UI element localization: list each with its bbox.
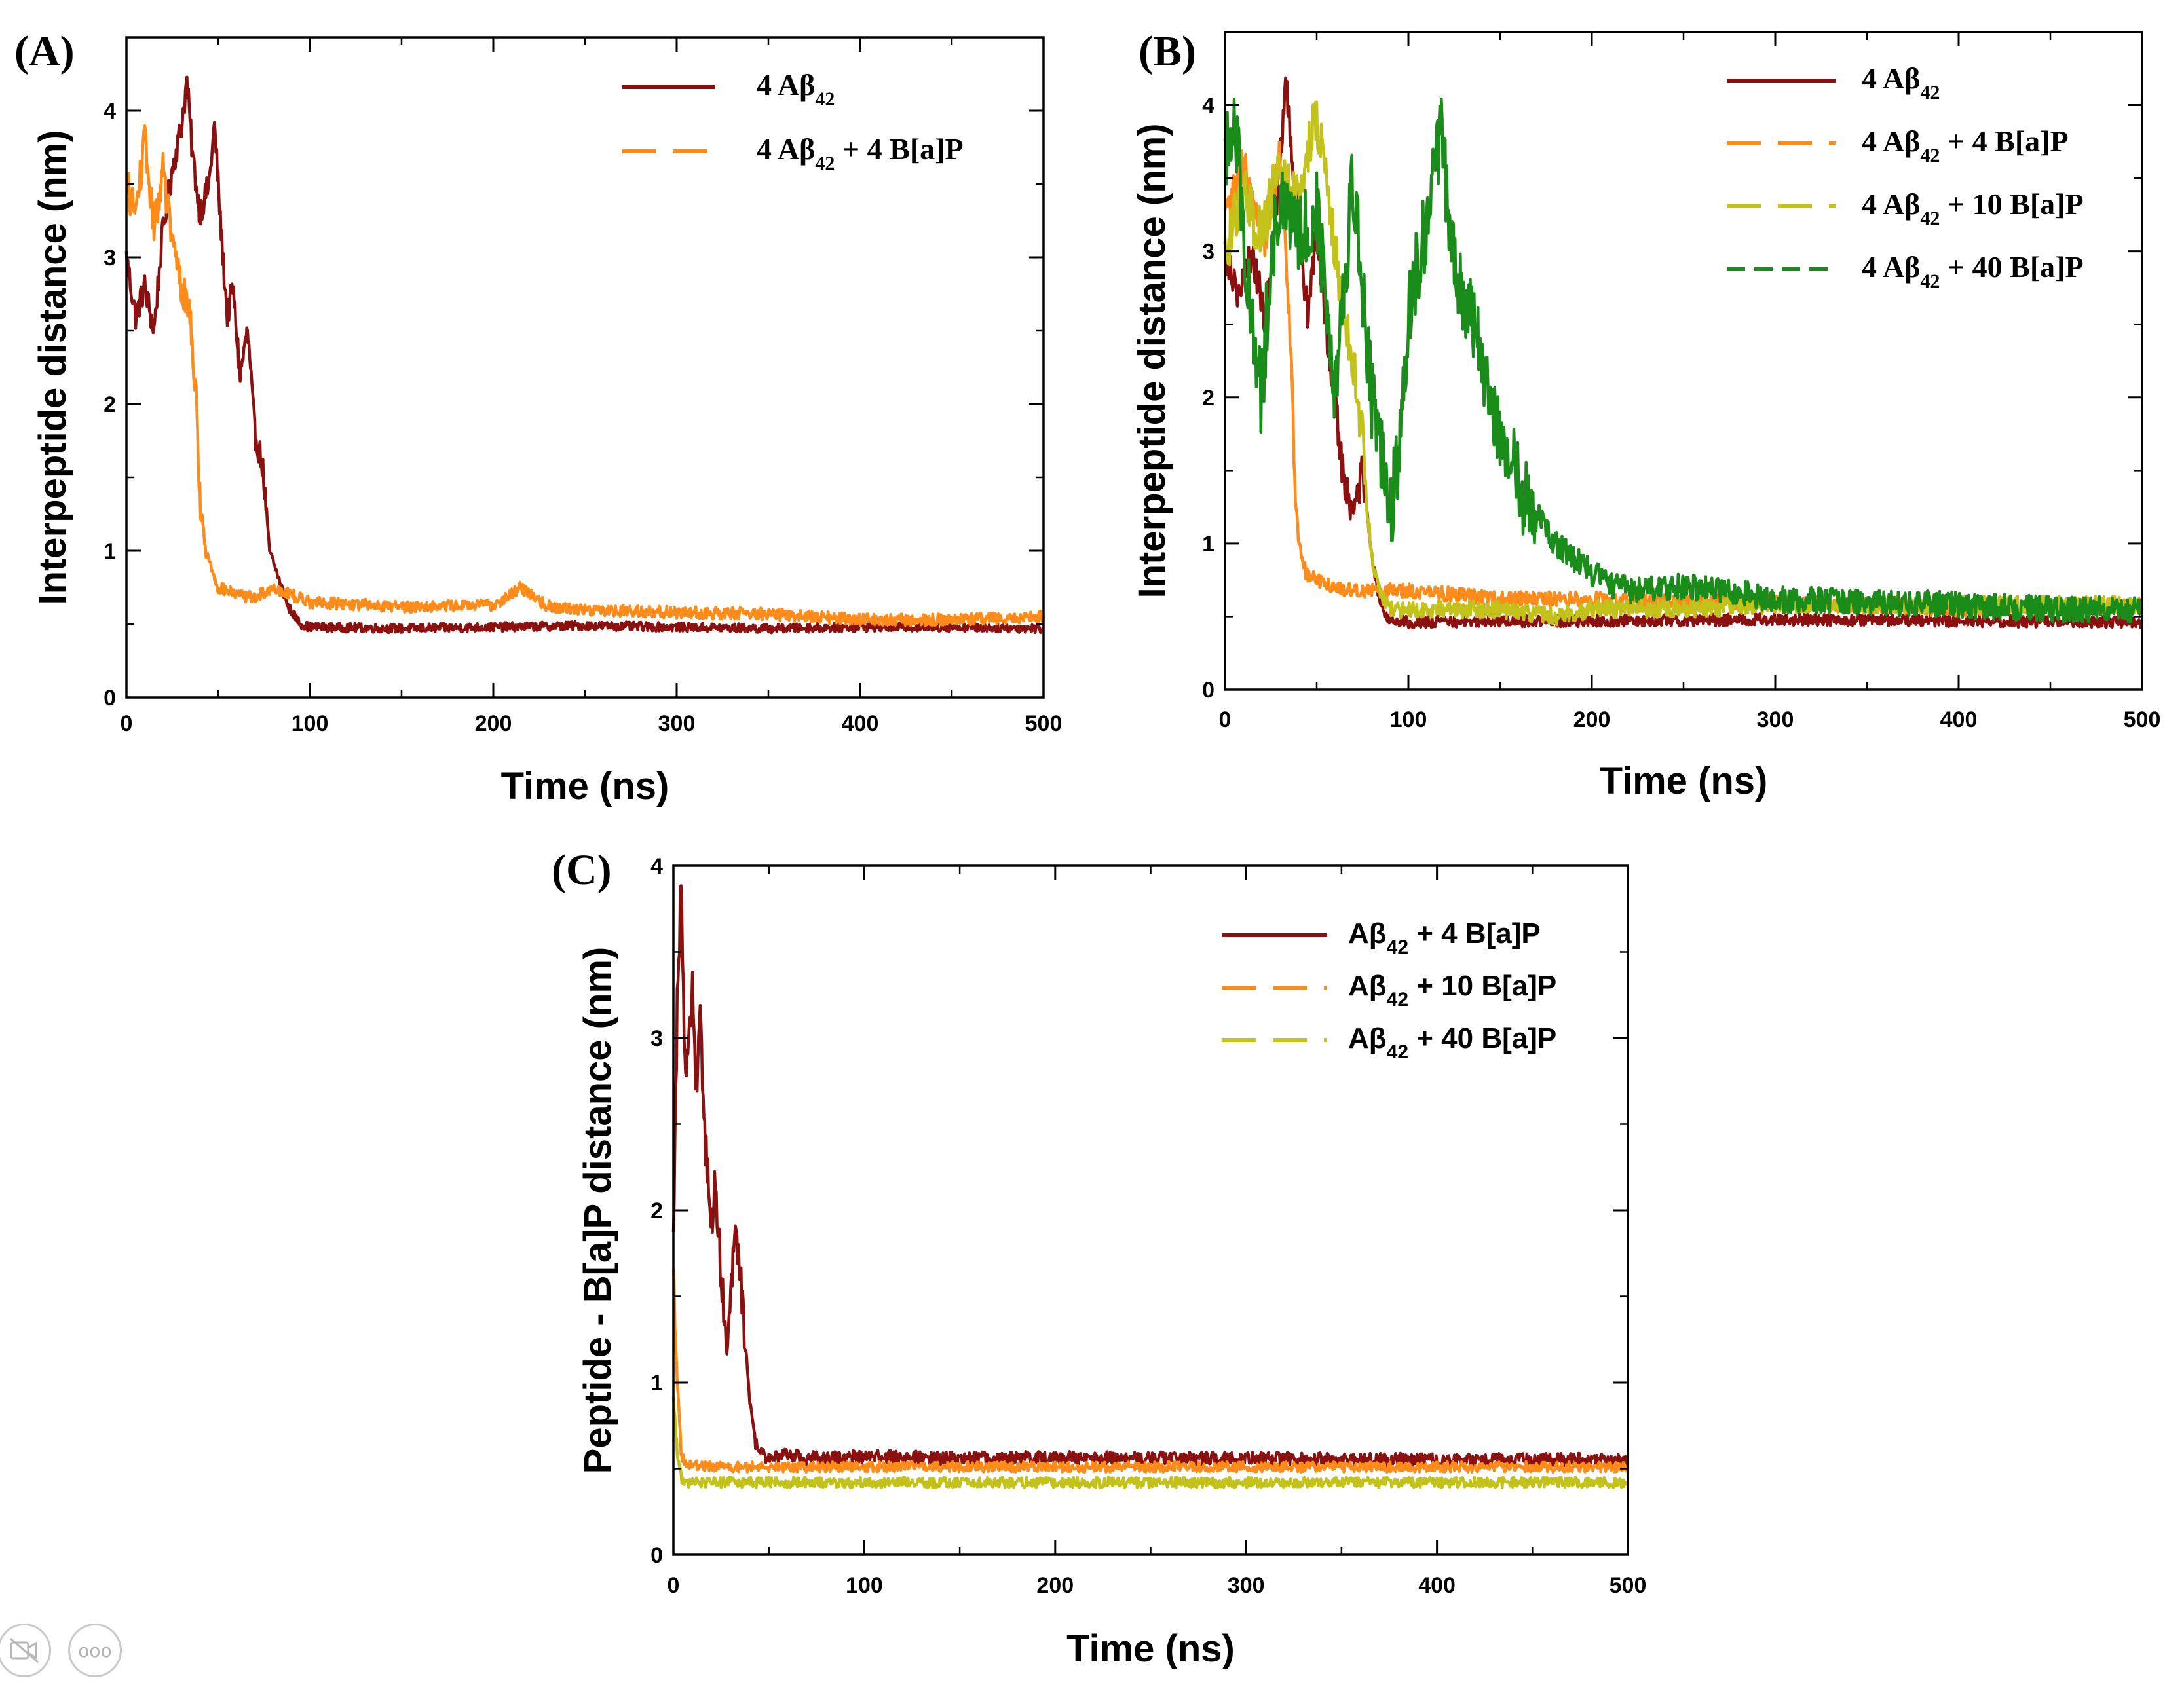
x-tick-label: 0 — [1219, 707, 1232, 732]
series-line — [671, 1269, 1630, 1474]
y-tick-label: 1 — [650, 1371, 663, 1396]
x-tick-label: 400 — [842, 711, 879, 736]
series-line — [1223, 98, 2144, 624]
y-tick-label: 3 — [1202, 240, 1214, 265]
x-tick-label: 400 — [1940, 707, 1978, 732]
panel-letter: (A) — [14, 28, 75, 75]
x-tick-label: 500 — [1025, 711, 1063, 736]
legend-label-rest: + 4 B[a]P — [835, 132, 963, 166]
legend-label-main: Aβ — [1348, 970, 1387, 1002]
y-tick-label: 2 — [650, 1198, 663, 1223]
x-tick-label: 500 — [1610, 1573, 1647, 1598]
series-line — [124, 75, 1045, 635]
y-tick-label: 1 — [1202, 532, 1214, 557]
legend-label: 4 Aβ42 + 4 B[a]P — [757, 132, 964, 174]
y-tick-label: 0 — [104, 686, 116, 711]
legend-label: 4 Aβ42 — [757, 68, 835, 110]
video-off-glyph — [10, 1637, 39, 1663]
x-tick-label: 100 — [1390, 707, 1427, 732]
y-axis-title: Interpeptide distance (nm) — [31, 130, 74, 604]
series-line — [125, 124, 1045, 627]
legend-label-subscript: 42 — [1920, 270, 1940, 292]
series-line — [671, 884, 1630, 1469]
x-axis-title: Time (ns) — [1066, 1627, 1235, 1670]
legend-label-main: 4 Aβ — [757, 132, 815, 166]
chart-panel-b: 0 100 200 300 400 500 0 1 2 3 4 Time (ns) Interpepti… — [1131, 28, 2160, 802]
legend-label: 4 Aβ42 + 40 B[a]P — [1862, 250, 2084, 292]
legend-label-rest: + 10 B[a]P — [1408, 970, 1556, 1002]
more-icon-glyph: ooo — [78, 1639, 112, 1661]
y-axis-title: Interpeptide distance (nm) — [1131, 123, 1173, 598]
panel-letter: (C) — [552, 846, 612, 894]
x-tick-label: 400 — [1418, 1573, 1456, 1598]
panel-letter: (B) — [1139, 28, 1196, 75]
x-tick-label: 300 — [658, 711, 696, 736]
legend-label-main: 4 Aβ — [1862, 62, 1920, 95]
y-tick-label: 1 — [104, 539, 116, 564]
y-tick-label: 3 — [650, 1026, 663, 1051]
legend-label: 4 Aβ42 + 10 B[a]P — [1862, 187, 2084, 229]
legend-label: Aβ42 + 10 B[a]P — [1348, 970, 1556, 1011]
series-line — [1223, 100, 2144, 627]
legend-label-rest: + 4 B[a]P — [1408, 918, 1541, 950]
legend-label-main: 4 Aβ — [1862, 250, 1920, 284]
x-axis-title: Time (ns) — [1600, 760, 1768, 802]
legend-label-rest: + 4 B[a]P — [1940, 124, 2068, 158]
y-tick-label: 0 — [1202, 678, 1214, 703]
legend-label-subscript: 42 — [1387, 1041, 1408, 1063]
x-tick-label: 300 — [1228, 1573, 1265, 1598]
series-line — [1223, 76, 2143, 630]
chart-panel-c: 0 100 200 300 400 500 0 1 2 3 4 Time (ns) Peptide - … — [552, 846, 1646, 1670]
y-tick-label: 4 — [650, 854, 663, 879]
x-tick-label: 300 — [1757, 707, 1794, 732]
x-axis-title: Time (ns) — [501, 765, 669, 807]
viewer-controls: ooo — [0, 1614, 131, 1686]
legend-label: Aβ42 + 40 B[a]P — [1348, 1022, 1556, 1063]
x-tick-label: 100 — [292, 711, 329, 736]
legend-label-subscript: 42 — [815, 88, 835, 110]
legend-label-rest: + 40 B[a]P — [1408, 1022, 1556, 1054]
x-tick-label: 200 — [1036, 1573, 1074, 1598]
legend-label-subscript: 42 — [1387, 937, 1408, 958]
y-axis-title: Peptide - B[a]P distance (nm) — [576, 947, 619, 1474]
x-tick-label: 500 — [2124, 707, 2161, 732]
legend-label: 4 Aβ42 + 4 B[a]P — [1862, 124, 2069, 166]
y-tick-label: 2 — [1202, 386, 1214, 411]
legend-label: Aβ42 + 4 B[a]P — [1348, 918, 1541, 958]
y-tick-label: 4 — [104, 99, 116, 124]
legend-label-main: 4 Aβ — [1862, 124, 1920, 158]
y-tick-label: 3 — [104, 246, 116, 270]
more-icon[interactable]: ooo — [68, 1624, 122, 1677]
video-off-icon[interactable] — [0, 1624, 51, 1677]
x-tick-label: 0 — [121, 711, 133, 736]
legend-label-main: 4 Aβ — [1862, 187, 1920, 221]
legend-label-main: Aβ — [1348, 918, 1387, 950]
x-tick-label: 200 — [1573, 707, 1611, 732]
legend-label-subscript: 42 — [815, 153, 835, 174]
legend-label-main: 4 Aβ — [757, 68, 815, 102]
series-line — [671, 1396, 1629, 1489]
x-tick-label: 200 — [475, 711, 512, 736]
legend-label-subscript: 42 — [1920, 208, 1940, 229]
legend-label-subscript: 42 — [1920, 145, 1940, 166]
y-tick-label: 0 — [650, 1543, 663, 1568]
legend-label-subscript: 42 — [1387, 989, 1408, 1011]
chart-panel-a: 0 100 200 300 400 500 0 1 2 3 4 Time (ns) Interpepti… — [14, 28, 1062, 807]
legend-label-subscript: 42 — [1920, 82, 1940, 103]
x-tick-label: 100 — [846, 1573, 883, 1598]
x-tick-label: 0 — [668, 1573, 680, 1598]
legend-label: 4 Aβ42 — [1862, 62, 1940, 103]
y-tick-label: 2 — [104, 392, 116, 417]
legend-label-main: Aβ — [1348, 1022, 1387, 1054]
legend-label-rest: + 10 B[a]P — [1940, 187, 2083, 221]
y-tick-label: 4 — [1202, 94, 1214, 119]
legend-label-rest: + 40 B[a]P — [1940, 250, 2083, 284]
